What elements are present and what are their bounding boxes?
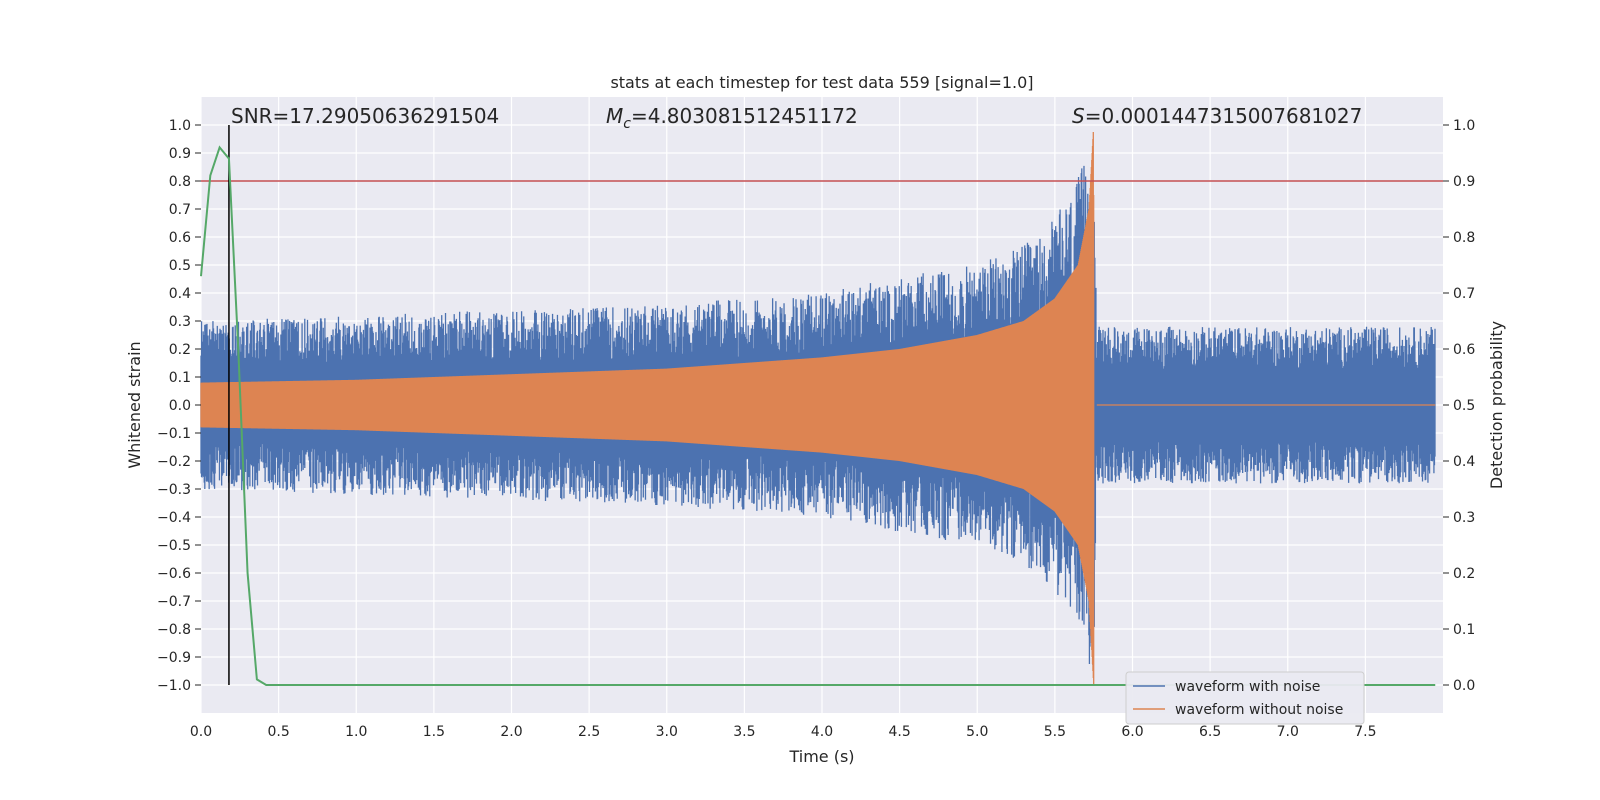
y2-tick-label: 0.3 <box>1453 510 1475 526</box>
y-tick-label: −0.6 <box>157 566 191 582</box>
x-tick-label: 6.5 <box>1199 724 1221 740</box>
y-tick-label: −0.7 <box>157 594 191 610</box>
y-ticks: 1.0 0.9 0.8 0.7 0.6 0.5 0.4 0.3 0.2 0.1 0.0 −0.1 −0.… <box>157 118 201 694</box>
y2-tick-label: 0.2 <box>1453 566 1475 582</box>
y-tick-label: −0.4 <box>157 510 191 526</box>
y2-tick-label: 0.4 <box>1453 454 1475 470</box>
x-tick-label: 4.5 <box>888 724 910 740</box>
legend-label-clean: waveform without noise <box>1175 702 1343 718</box>
y-tick-label: 0.1 <box>169 370 191 386</box>
y-tick-label: −0.2 <box>157 454 191 470</box>
x-tick-label: 4.0 <box>811 724 833 740</box>
y-tick-label: −0.9 <box>157 650 191 666</box>
y-tick-label: 0.8 <box>169 174 191 190</box>
y2-tick-label: 0.7 <box>1453 286 1475 302</box>
x-axis-label: Time (s) <box>788 747 854 766</box>
x-tick-label: 7.5 <box>1354 724 1376 740</box>
y2-tick-label: 0.6 <box>1453 342 1475 358</box>
y-tick-label: 0.7 <box>169 202 191 218</box>
series-detection-probability <box>200 145 1436 686</box>
legend-box <box>1125 671 1365 725</box>
y-tick-label: 0.3 <box>169 314 191 330</box>
y2-tick-label: 0.5 <box>1453 398 1475 414</box>
y2-tick-label: 0.1 <box>1453 622 1475 638</box>
y-tick-label: −1.0 <box>157 678 191 694</box>
x-tick-label: 5.5 <box>1044 724 1066 740</box>
mc-symbol: M <box>606 104 623 128</box>
x-tick-label: 0.5 <box>267 724 289 740</box>
y-tick-label: 1.0 <box>169 118 191 134</box>
y-tick-label: 0.9 <box>169 146 191 162</box>
y-tick-label: 0.6 <box>169 230 191 246</box>
y2-tick-label: 0.9 <box>1453 174 1475 190</box>
legend: waveform with noise waveform without noi… <box>1125 671 1365 725</box>
y-tick-label: −0.5 <box>157 538 191 554</box>
x-tick-label: 2.0 <box>500 724 522 740</box>
y-tick-label: 0.0 <box>169 398 191 414</box>
y2-axis-label: Detection probability <box>1487 321 1506 489</box>
s-value: =0.0001447315007681027 <box>1085 104 1363 128</box>
snr-annotation: SNR=17.29050636291504 <box>231 104 499 128</box>
x-tick-label: 3.0 <box>656 724 678 740</box>
y-tick-label: −0.1 <box>157 426 191 442</box>
y-tick-label: 0.2 <box>169 342 191 358</box>
y2-tick-label: 1.0 <box>1453 118 1475 134</box>
x-tick-label: 1.0 <box>345 724 367 740</box>
x-ticks: 0.0 0.5 1.0 1.5 2.0 2.5 3.0 3.5 4.0 4.5 5.0 5.5 6.0 6… <box>190 724 1377 740</box>
x-tick-label: 0.0 <box>190 724 212 740</box>
y2-ticks: 1.0 0.9 0.8 0.7 0.6 0.5 0.4 0.3 0.2 0.1 0.0 <box>1443 118 1475 694</box>
x-tick-label: 6.0 <box>1121 724 1143 740</box>
overlay-layer <box>200 125 1443 686</box>
chirp-mass-annotation: Mc=4.803081512451172 <box>606 104 858 132</box>
s-annotation: S=0.0001447315007681027 <box>1072 104 1362 128</box>
legend-label-noisy: waveform with noise <box>1175 679 1320 695</box>
x-tick-label: 5.0 <box>966 724 988 740</box>
y2-tick-label: 0.8 <box>1453 230 1475 246</box>
y-tick-label: 0.4 <box>169 286 191 302</box>
x-tick-label: 2.5 <box>578 724 600 740</box>
mc-value: =4.803081512451172 <box>631 104 858 128</box>
y-tick-label: 0.5 <box>169 258 191 274</box>
x-tick-label: 7.0 <box>1277 724 1299 740</box>
chart-title: stats at each timestep for test data 559… <box>610 73 1033 92</box>
s-symbol: S <box>1072 104 1085 128</box>
y2-tick-label: 0.0 <box>1453 678 1475 694</box>
y-tick-label: −0.3 <box>157 482 191 498</box>
x-tick-label: 3.5 <box>733 724 755 740</box>
x-tick-label: 1.5 <box>423 724 445 740</box>
mc-subscript: c <box>623 116 631 132</box>
y-tick-label: −0.8 <box>157 622 191 638</box>
series-layer <box>200 132 1436 685</box>
y-axis-label: Whitened strain <box>125 341 144 468</box>
